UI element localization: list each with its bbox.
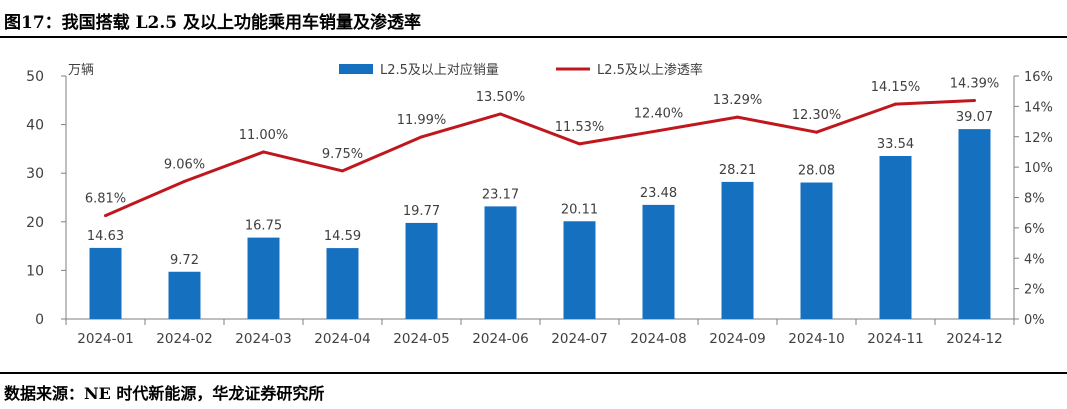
line-value-label: 14.15%: [871, 80, 921, 95]
x-tick-label: 2024-03: [235, 331, 291, 347]
x-tick-label: 2024-10: [788, 331, 844, 347]
line-point: [262, 150, 265, 154]
right-tick-label: 6%: [1024, 222, 1045, 237]
right-tick-label: 0%: [1024, 313, 1045, 328]
bar-value-label: 14.59: [324, 229, 361, 244]
penetration-line: [104, 98, 975, 217]
bar-value-label: 19.77: [403, 204, 440, 219]
top-rule: [0, 36, 1067, 38]
bar: [484, 206, 517, 319]
line-group: [104, 98, 976, 218]
bar-value-label: 16.75: [245, 219, 282, 234]
line-point: [815, 130, 818, 134]
bar-value-label: 28.21: [719, 163, 756, 178]
bar: [168, 271, 201, 319]
line-point: [736, 115, 739, 119]
source-note: 数据来源：NE 时代新能源，华龙证券研究所: [4, 384, 325, 403]
line-value-label: 11.99%: [397, 113, 447, 128]
left-axis-unit: 万辆: [68, 63, 94, 78]
bar-value-label: 14.63: [87, 229, 124, 244]
right-tick-label: 12%: [1024, 131, 1053, 146]
bar-value-label: 20.11: [561, 202, 598, 217]
bar: [247, 237, 280, 319]
right-tick-label: 16%: [1024, 70, 1053, 85]
data-labels-group: 14.63 9.72 16.75 14.59 19.77 23.17 20.11 23.48 2…: [85, 76, 999, 267]
line-value-label: 13.50%: [476, 90, 526, 105]
line-point: [499, 112, 502, 116]
right-tick-label: 2%: [1024, 283, 1045, 298]
left-tick-label: 20: [26, 215, 44, 231]
bar: [721, 181, 754, 319]
line-point: [894, 102, 897, 106]
line-value-label: 11.53%: [555, 120, 605, 135]
bar-value-label: 23.17: [482, 187, 519, 202]
bar: [405, 222, 438, 319]
bar-value-label: 28.08: [798, 164, 835, 179]
line-value-label: 6.81%: [85, 192, 126, 207]
bar: [326, 248, 359, 319]
legend: L2.5及以上对应销量 L2.5及以上渗透率: [339, 62, 703, 78]
line-value-label: 12.30%: [792, 108, 842, 123]
line-value-label: 11.00%: [239, 128, 289, 143]
figure-title: 图17：我国搭载 L2.5 及以上功能乘用车销量及渗透率: [4, 13, 422, 33]
line-point: [657, 129, 660, 133]
line-value-label: 12.40%: [634, 107, 684, 122]
x-tick-label: 2024-06: [472, 331, 528, 347]
left-tick-label: 40: [26, 118, 44, 134]
bottom-rule: [0, 372, 1067, 374]
line-point: [104, 214, 107, 218]
bar: [879, 155, 912, 319]
line-point: [341, 169, 344, 173]
legend-line-label: L2.5及以上渗透率: [597, 62, 703, 78]
bar: [800, 182, 833, 319]
x-tick-label: 2024-04: [314, 331, 370, 347]
bar: [958, 129, 991, 319]
bar-value-label: 39.07: [956, 110, 993, 125]
x-tick-label: 2024-11: [867, 331, 923, 347]
line-point: [578, 142, 581, 146]
bar-value-label: 23.48: [640, 186, 677, 201]
x-tick-label: 2024-02: [156, 331, 212, 347]
line-point: [183, 179, 186, 183]
left-tick-label: 0: [35, 312, 44, 328]
chart: 0 10 20 30 40 50 万辆 0% 2% 4% 6% 8% 10% 12% 14% 16% 2024-…: [26, 62, 1053, 347]
x-tick-label: 2024-05: [393, 331, 449, 347]
line-point: [973, 98, 976, 102]
bars-group: [89, 129, 991, 319]
right-tick-label: 8%: [1024, 192, 1045, 207]
legend-bar-label: L2.5及以上对应销量: [380, 62, 499, 78]
legend-bar-swatch: [339, 64, 373, 74]
left-tick-label: 50: [26, 69, 44, 85]
bar: [642, 204, 675, 319]
x-tick-label: 2024-12: [946, 331, 1002, 347]
right-tick-label: 14%: [1024, 100, 1053, 115]
line-value-label: 14.39%: [950, 76, 1000, 91]
x-tick-label: 2024-07: [551, 331, 607, 347]
x-tick-label: 2024-08: [630, 331, 686, 347]
bar-value-label: 33.54: [877, 137, 914, 152]
right-tick-label: 4%: [1024, 252, 1045, 267]
line-value-label: 13.29%: [713, 93, 763, 108]
bar: [563, 221, 596, 319]
left-tick-label: 10: [26, 263, 44, 279]
x-tick-label: 2024-01: [77, 331, 133, 347]
line-value-label: 9.75%: [322, 147, 363, 162]
left-tick-label: 30: [26, 166, 44, 182]
axes-group: 0 10 20 30 40 50 万辆 0% 2% 4% 6% 8% 10% 12% 14% 16% 2024-…: [26, 63, 1053, 347]
x-tick-label: 2024-09: [709, 331, 765, 347]
line-point: [420, 135, 423, 139]
right-tick-label: 10%: [1024, 161, 1053, 176]
line-value-label: 9.06%: [164, 157, 205, 172]
figure-header: 图17：我国搭载 L2.5 及以上功能乘用车销量及渗透率: [0, 0, 1067, 40]
bar: [89, 247, 122, 319]
bar-value-label: 9.72: [170, 253, 199, 268]
